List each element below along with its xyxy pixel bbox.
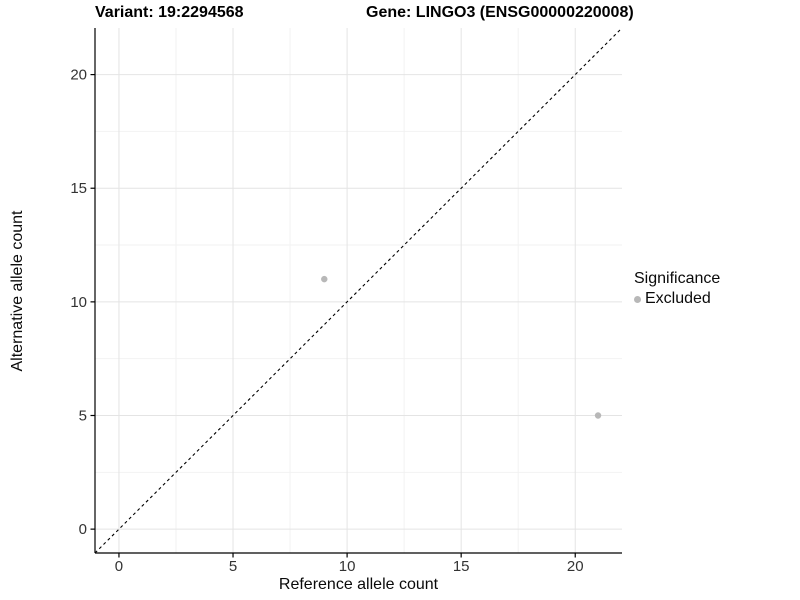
x-axis-title: Reference allele count — [278, 576, 439, 593]
excluded-point-icon — [634, 295, 641, 303]
x-tick-label: 20 — [567, 558, 584, 575]
gene-title: Gene: LINGO3 (ENSG00000220008) — [366, 4, 634, 21]
x-tick-label: 15 — [453, 558, 470, 575]
legend-title: Significance — [634, 270, 721, 287]
legend-entry-excluded: Excluded — [634, 290, 720, 308]
identity-dashed-line — [94, 27, 623, 554]
x-tick-label: 5 — [229, 558, 237, 575]
data-point — [321, 275, 328, 283]
y-tick-label: 20 — [70, 67, 87, 84]
y-tick-label: 10 — [70, 294, 87, 311]
legend-entry-label: Excluded — [645, 290, 711, 307]
x-tick-label: 0 — [115, 558, 123, 575]
y-tick-label: 0 — [79, 521, 87, 538]
variant-title: Variant: 19:2294568 — [95, 4, 244, 21]
x-tick-label: 10 — [339, 558, 356, 575]
y-axis-title: Alternative allele count — [9, 210, 26, 372]
y-tick-label: 15 — [70, 180, 87, 197]
data-point — [594, 412, 602, 419]
y-tick-label: 5 — [79, 408, 87, 425]
legend: Significance Excluded — [634, 270, 720, 308]
